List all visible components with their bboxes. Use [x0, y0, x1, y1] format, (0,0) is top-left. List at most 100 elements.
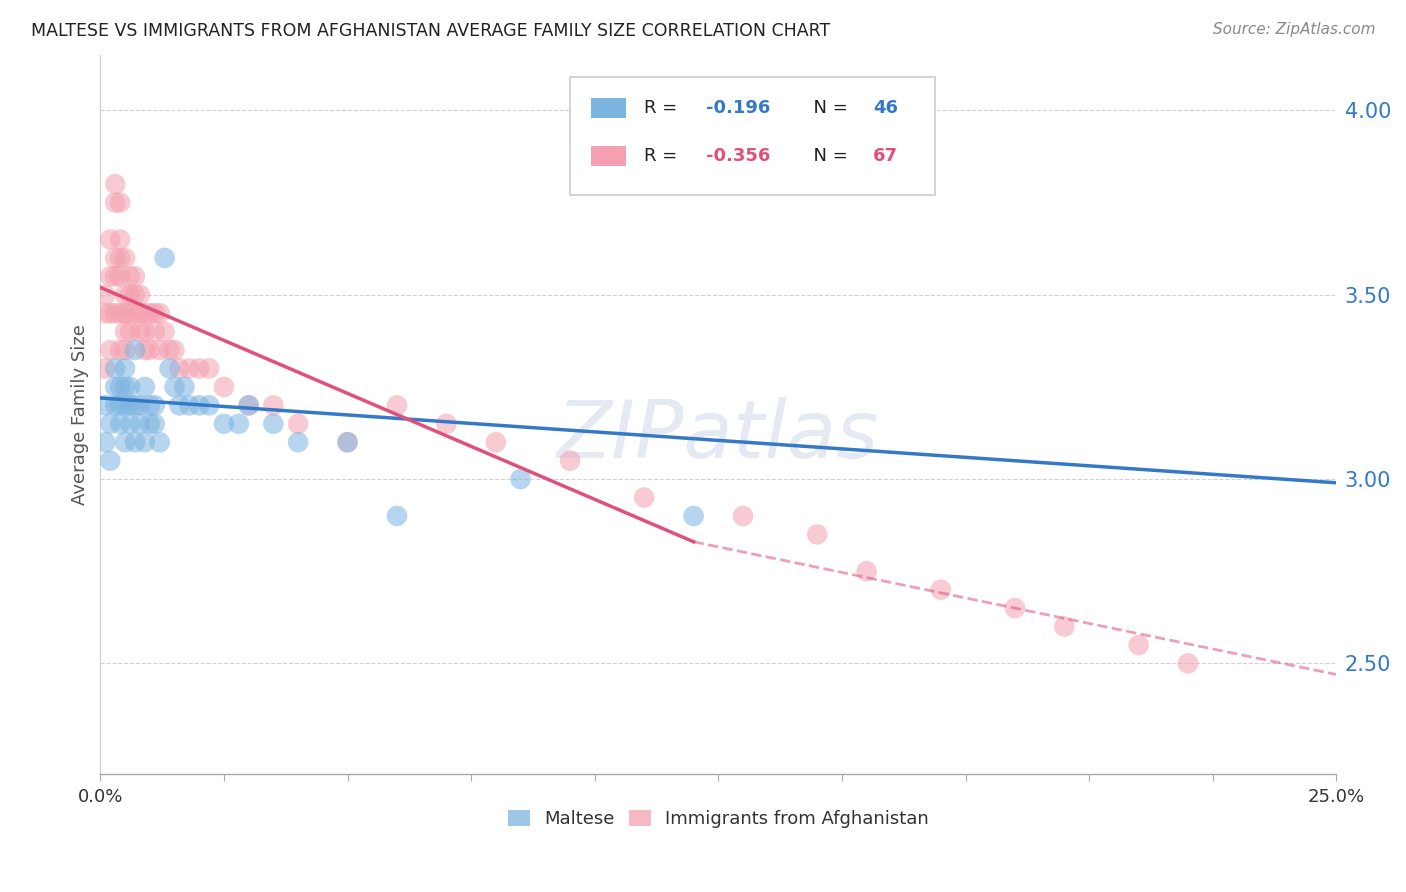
Point — [98, 306, 121, 320]
Point — [929, 582, 952, 597]
Point — [114, 361, 136, 376]
Point — [104, 251, 127, 265]
Point — [104, 398, 127, 412]
Point — [336, 435, 359, 450]
Point — [129, 287, 152, 301]
Point — [108, 398, 131, 412]
Point — [114, 287, 136, 301]
Text: N =: N = — [803, 147, 853, 165]
Text: N =: N = — [803, 99, 853, 117]
Point — [98, 453, 121, 467]
Point — [485, 435, 508, 450]
Point — [143, 417, 166, 431]
Point — [153, 325, 176, 339]
Text: Source: ZipAtlas.com: Source: ZipAtlas.com — [1212, 22, 1375, 37]
Point — [114, 325, 136, 339]
Point — [98, 269, 121, 284]
Point — [287, 435, 309, 450]
Point — [124, 306, 146, 320]
Point — [1177, 657, 1199, 671]
Point — [1004, 601, 1026, 615]
Point — [118, 398, 141, 412]
Point — [108, 195, 131, 210]
Point — [385, 398, 408, 412]
Point — [114, 435, 136, 450]
Point — [173, 380, 195, 394]
FancyBboxPatch shape — [591, 145, 626, 166]
Point — [149, 435, 172, 450]
FancyBboxPatch shape — [569, 77, 935, 195]
Point — [163, 343, 186, 357]
Point — [188, 398, 211, 412]
Point — [179, 361, 201, 376]
Point — [98, 417, 121, 431]
Point — [124, 269, 146, 284]
Point — [114, 306, 136, 320]
Point — [139, 417, 162, 431]
Text: ZIPatlas: ZIPatlas — [557, 397, 879, 475]
Point — [287, 417, 309, 431]
Point — [114, 251, 136, 265]
Point — [98, 343, 121, 357]
Point — [124, 398, 146, 412]
Point — [682, 508, 704, 523]
Point — [108, 343, 131, 357]
Text: R =: R = — [644, 147, 683, 165]
Point — [436, 417, 458, 431]
Point — [94, 435, 117, 450]
Point — [1053, 619, 1076, 633]
Point — [139, 398, 162, 412]
Point — [104, 306, 127, 320]
Point — [104, 195, 127, 210]
Point — [108, 269, 131, 284]
Point — [104, 177, 127, 191]
Point — [198, 361, 221, 376]
Point — [188, 361, 211, 376]
Point — [731, 508, 754, 523]
Point — [169, 361, 191, 376]
Point — [104, 380, 127, 394]
Point — [134, 306, 156, 320]
Point — [143, 306, 166, 320]
Point — [108, 306, 131, 320]
Point — [143, 398, 166, 412]
Point — [212, 417, 235, 431]
Point — [262, 398, 284, 412]
Point — [108, 232, 131, 246]
Point — [94, 287, 117, 301]
Point — [139, 343, 162, 357]
FancyBboxPatch shape — [591, 97, 626, 118]
Point — [94, 306, 117, 320]
Point — [114, 398, 136, 412]
Text: 46: 46 — [873, 99, 898, 117]
Point — [153, 251, 176, 265]
Point — [558, 453, 581, 467]
Point — [134, 435, 156, 450]
Point — [124, 287, 146, 301]
Point — [118, 287, 141, 301]
Point — [143, 325, 166, 339]
Point — [129, 417, 152, 431]
Point — [1128, 638, 1150, 652]
Y-axis label: Average Family Size: Average Family Size — [72, 324, 89, 505]
Point — [94, 361, 117, 376]
Point — [129, 306, 152, 320]
Text: -0.356: -0.356 — [706, 147, 770, 165]
Point — [118, 417, 141, 431]
Point — [855, 564, 877, 578]
Text: -0.196: -0.196 — [706, 99, 770, 117]
Point — [124, 343, 146, 357]
Point — [159, 343, 181, 357]
Point — [238, 398, 260, 412]
Point — [806, 527, 828, 541]
Point — [108, 417, 131, 431]
Point — [114, 343, 136, 357]
Point — [336, 435, 359, 450]
Point — [104, 361, 127, 376]
Text: MALTESE VS IMMIGRANTS FROM AFGHANISTAN AVERAGE FAMILY SIZE CORRELATION CHART: MALTESE VS IMMIGRANTS FROM AFGHANISTAN A… — [31, 22, 830, 40]
Point — [139, 306, 162, 320]
Point — [179, 398, 201, 412]
Point — [159, 361, 181, 376]
Point — [118, 325, 141, 339]
Point — [385, 508, 408, 523]
